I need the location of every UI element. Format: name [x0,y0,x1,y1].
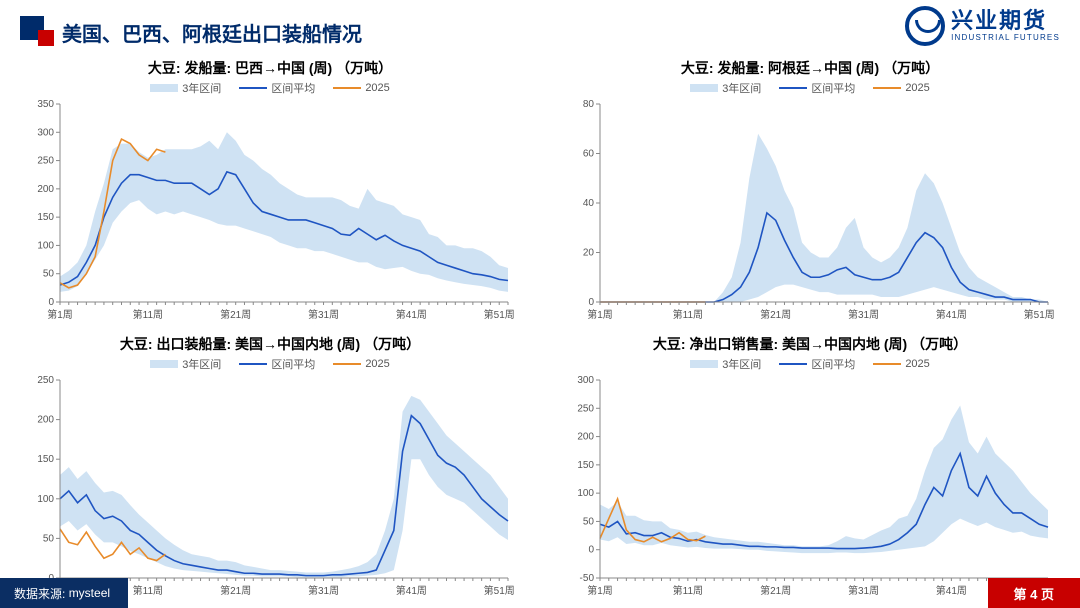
svg-text:第41周: 第41周 [936,308,967,321]
svg-text:50: 50 [43,533,55,544]
chart-title: 大豆: 发船量: 巴西→中国 (周) （万吨） [148,58,392,78]
chart-tl: 大豆: 发船量: 巴西→中国 (周) （万吨） 3年区间 区间平均 2025 0 50 10… [20,56,520,328]
chart-legend: 3年区间 区间平均 2025 [690,356,930,372]
chart-br: 大豆: 净出口销售量: 美国→中国内地 (周) （万吨） 3年区间 区间平均 2025… [560,332,1060,604]
chart-legend: 3年区间 区间平均 2025 [150,80,390,96]
svg-text:150: 150 [37,212,54,223]
svg-text:250: 250 [577,403,594,414]
svg-text:150: 150 [577,460,594,471]
svg-text:80: 80 [583,99,595,110]
page-title: 美国、巴西、阿根廷出口装船情况 [62,18,362,47]
svg-text:20: 20 [583,248,595,259]
svg-text:60: 60 [583,149,595,160]
svg-text:300: 300 [37,127,54,138]
svg-text:0: 0 [48,297,54,308]
brand-logo-icon [905,6,945,46]
svg-text:350: 350 [37,99,54,110]
svg-text:第31周: 第31周 [308,308,339,321]
svg-text:第51周: 第51周 [484,308,515,321]
svg-text:第21周: 第21周 [760,308,791,321]
svg-text:100: 100 [37,494,54,505]
svg-text:300: 300 [577,375,594,386]
legend-band: 3年区间 [690,356,761,372]
svg-text:第11周: 第11周 [133,308,163,321]
legend-mean: 区间平均 [779,356,855,372]
source-value: mysteel [69,586,110,600]
svg-text:100: 100 [577,488,594,499]
chart-grid: 大豆: 发船量: 巴西→中国 (周) （万吨）3年区间区间平均202505010… [20,56,1060,570]
svg-text:200: 200 [37,184,54,195]
chart-svg: 0 50 100 150 200 250 300 350 第1周 第11周 第21周 第31周 第41周… [20,98,520,328]
svg-text:0: 0 [588,545,594,556]
legend-band: 3年区间 [150,356,221,372]
legend-2025: 2025 [873,82,929,94]
legend-band: 3年区间 [150,80,221,96]
source-label: 数据来源: [14,585,65,602]
chart-bl: 大豆: 出口装船量: 美国→中国内地 (周) （万吨）3年区间区间平均20250… [20,332,520,604]
brand-name-en: INDUSTRIAL FUTURES [951,34,1060,42]
svg-text:250: 250 [37,375,54,386]
chart-title: 大豆: 净出口销售量: 美国→中国内地 (周) （万吨） [653,334,967,354]
svg-text:第51周: 第51周 [1024,308,1055,321]
chart-title: 大豆: 发船量: 阿根廷→中国 (周) （万吨） [681,58,939,78]
svg-text:第11周: 第11周 [673,308,703,321]
brand-name-cn: 兴业期货 [951,10,1060,32]
brand: 兴业期货 INDUSTRIAL FUTURES [905,6,1060,46]
header: 美国、巴西、阿根廷出口装船情况 兴业期货 INDUSTRIAL FUTURES [0,0,1080,56]
legend-2025: 2025 [873,358,929,370]
chart-svg: 0 20 40 60 80 第1周 第11周 第21周 第31周 第41周 第51周 [560,98,1060,328]
svg-text:第1周: 第1周 [587,308,613,321]
legend-mean: 区间平均 [779,80,855,96]
legend-mean: 区间平均 [239,356,315,372]
footer-source: 数据来源: mysteel [0,578,128,608]
svg-text:200: 200 [37,415,54,426]
chart-tr: 大豆: 发船量: 阿根廷→中国 (周) （万吨） 3年区间 区间平均 2025 0 20 4… [560,56,1060,328]
footer-page: 第 4 页 [988,578,1080,608]
svg-text:40: 40 [583,198,595,209]
svg-text:第31周: 第31周 [848,308,879,321]
chart-svg: -50050100150200250300第1周第11周第21周第31周第41周… [560,374,1060,604]
svg-text:250: 250 [37,156,54,167]
svg-text:50: 50 [43,269,55,280]
legend-band: 3年区间 [690,80,761,96]
svg-text:0: 0 [588,297,594,308]
legend-2025: 2025 [333,82,389,94]
legend-2025: 2025 [333,358,389,370]
svg-text:150: 150 [37,454,54,465]
svg-text:50: 50 [583,516,595,527]
svg-text:200: 200 [577,432,594,443]
svg-text:第1周: 第1周 [47,308,73,321]
footer: 数据来源: mysteel 第 4 页 [0,578,1080,608]
chart-legend: 3年区间 区间平均 2025 [690,80,930,96]
legend-mean: 区间平均 [239,80,315,96]
svg-text:第21周: 第21周 [220,308,251,321]
svg-text:第41周: 第41周 [396,308,427,321]
chart-legend: 3年区间 区间平均 2025 [150,356,390,372]
chart-svg: 050100150200250第1周第11周第21周第31周第41周第51周 [20,374,520,604]
svg-text:100: 100 [37,240,54,251]
chart-title: 大豆: 出口装船量: 美国→中国内地 (周) （万吨） [120,334,420,354]
